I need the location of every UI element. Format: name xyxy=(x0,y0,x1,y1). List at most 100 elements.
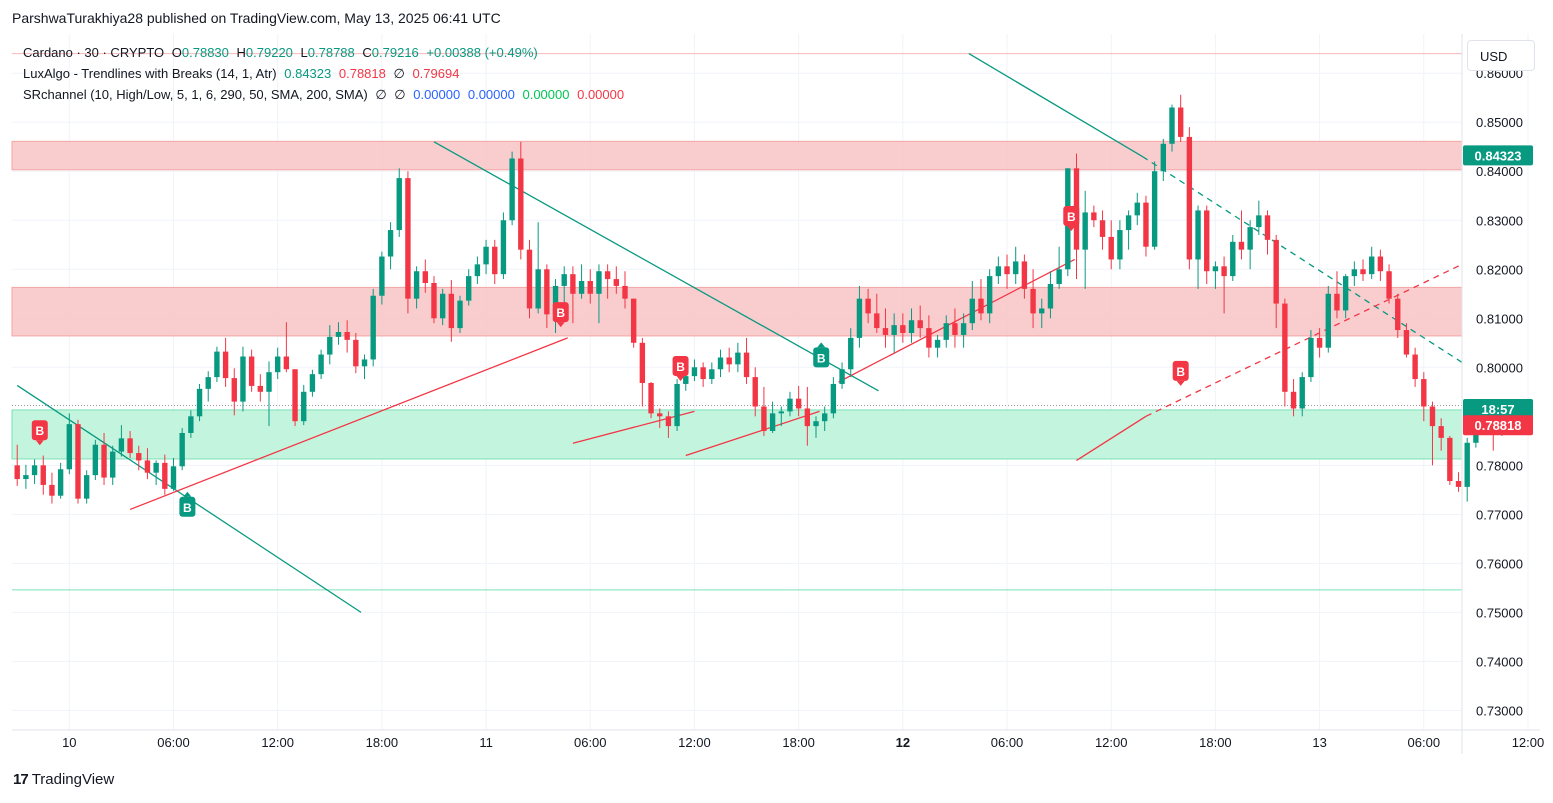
break-marker-label: B xyxy=(556,306,565,320)
candle-body xyxy=(1117,230,1123,260)
break-marker: B xyxy=(179,491,196,517)
low-value: 0.78788 xyxy=(307,45,355,60)
candle-body xyxy=(570,274,576,294)
luxalgo-value-lower: 0.78818 xyxy=(338,66,386,81)
price-tick-label: 0.78000 xyxy=(1476,458,1523,473)
candle-body xyxy=(1264,215,1271,240)
trendline xyxy=(968,53,1143,158)
candle-body xyxy=(1351,269,1358,277)
candle-body xyxy=(717,357,724,370)
candle-body xyxy=(457,300,463,329)
break-marker-pointer xyxy=(556,322,565,328)
candle-body xyxy=(1403,330,1410,355)
candle-body xyxy=(413,271,420,299)
price-axis-badge-text: 0.84323 xyxy=(1475,148,1522,163)
time-tick-label: 12:00 xyxy=(1095,735,1128,750)
candle-body xyxy=(1334,293,1340,311)
tradingview-logo-icon: 17 xyxy=(13,771,29,788)
candle-body xyxy=(370,295,376,360)
candle-body xyxy=(908,320,915,333)
candle-body xyxy=(1360,269,1366,275)
candle-body xyxy=(31,465,38,476)
price-tick-label: 0.73000 xyxy=(1476,703,1523,718)
candle-body xyxy=(891,325,897,335)
time-tick-label: 06:00 xyxy=(991,735,1024,750)
null-symbol: ∅ xyxy=(394,87,406,102)
candle-body xyxy=(1395,298,1401,331)
candle-body xyxy=(752,377,758,407)
candle-body xyxy=(943,323,949,340)
sr-value-3: 0.00000 xyxy=(522,87,570,102)
candle-body xyxy=(274,356,281,373)
candle-body xyxy=(301,391,307,422)
candle-body xyxy=(231,378,237,402)
luxalgo-indicator-name: LuxAlgo - Trendlines with Breaks (14, 1,… xyxy=(23,66,277,81)
candle-body xyxy=(561,274,567,286)
candle-body xyxy=(639,342,646,383)
time-tick-label: 18:00 xyxy=(782,735,815,750)
candle-body xyxy=(101,444,107,478)
candle-body xyxy=(40,465,46,485)
candle-body xyxy=(1177,107,1184,137)
srchannel-legend[interactable]: SRchannel (10, High/Low, 5, 1, 6, 290, 5… xyxy=(23,87,628,103)
candle-body xyxy=(674,383,680,427)
candle-body xyxy=(839,369,845,384)
candle-body xyxy=(778,411,784,414)
time-tick-label: 11 xyxy=(479,735,493,750)
candle-body xyxy=(665,416,672,427)
candle-body xyxy=(787,398,793,412)
candle-body xyxy=(882,328,889,335)
candle-body xyxy=(986,276,993,314)
candle-body xyxy=(292,369,298,422)
candle-body xyxy=(804,408,811,427)
break-marker-pointer xyxy=(676,376,685,381)
candle-body xyxy=(439,293,446,319)
candle-body xyxy=(726,357,732,365)
candle-body xyxy=(1447,437,1453,482)
candle-body xyxy=(830,383,837,414)
null-symbol: ∅ xyxy=(375,87,387,102)
candle-body xyxy=(422,271,428,283)
trendline xyxy=(1142,155,1463,363)
tradingview-logo[interactable]: 17 TradingView xyxy=(13,771,114,788)
candle-body xyxy=(309,374,316,392)
candle-body xyxy=(66,424,72,470)
time-axis[interactable]: 10 06:00 12:00 18:00 11 06:00 12:00 18:00 12 06:0… xyxy=(62,735,1553,750)
candle-body xyxy=(1039,308,1045,314)
candle-body xyxy=(969,298,975,324)
break-marker-label: B xyxy=(676,360,685,374)
break-marker-pointer xyxy=(1176,380,1185,386)
break-marker-label: B xyxy=(1067,210,1076,224)
candle-body xyxy=(1247,227,1253,250)
candle-body xyxy=(1013,261,1019,275)
luxalgo-legend[interactable]: LuxAlgo - Trendlines with Breaks (14, 1,… xyxy=(23,66,463,82)
candle-body xyxy=(1195,210,1201,260)
trendline xyxy=(572,410,695,444)
candle-body xyxy=(865,298,871,314)
open-value: 0.78830 xyxy=(181,45,229,60)
candle-body xyxy=(83,475,90,499)
luxalgo-value-upper: 0.84323 xyxy=(284,66,332,81)
candle-body xyxy=(709,369,715,380)
currency-button[interactable]: USD xyxy=(1467,40,1535,71)
candle-body xyxy=(448,293,455,329)
candle-body xyxy=(14,465,20,480)
candle-body xyxy=(170,466,177,489)
candle-body xyxy=(474,264,481,277)
symbol-legend[interactable]: Cardano · 30 · CRYPTO O0.78830 H0.79220 … xyxy=(23,45,542,60)
candle-body xyxy=(466,276,472,301)
candle-body xyxy=(1429,406,1436,427)
time-tick-label: 18:00 xyxy=(366,735,399,750)
candle-body xyxy=(743,352,750,378)
time-tick-label: 12:00 xyxy=(1512,735,1545,750)
candle-body xyxy=(75,424,81,499)
srchannel-indicator-name: SRchannel (10, High/Low, 5, 1, 6, 290, 5… xyxy=(23,87,368,102)
candle-body xyxy=(405,178,411,299)
candle-body xyxy=(1151,171,1158,247)
candle-body xyxy=(344,332,350,340)
candle-body xyxy=(613,279,620,286)
candle-body xyxy=(222,351,229,379)
candle-body xyxy=(952,323,958,335)
break-marker: B xyxy=(813,342,830,368)
